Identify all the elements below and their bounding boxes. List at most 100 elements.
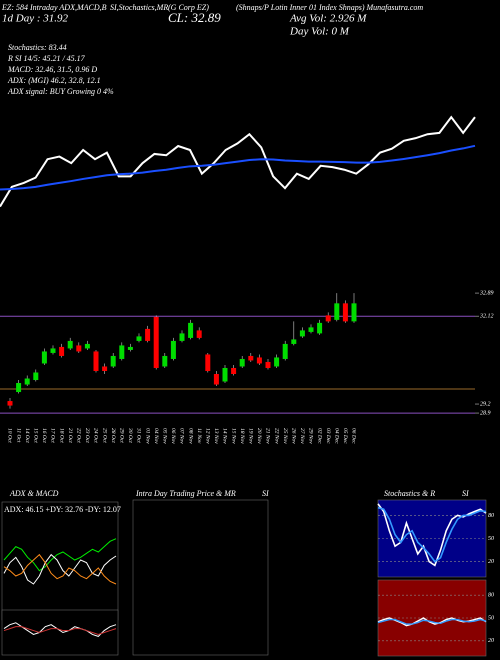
panel-title: SI xyxy=(262,489,269,498)
candle-body xyxy=(222,367,228,382)
candle-body xyxy=(50,348,56,353)
panel-label: ADX: 46.15 +DY: 32.76 -DY: 12.07 xyxy=(4,505,121,514)
candle-body xyxy=(179,333,185,341)
x-tick-label: 22 Nov xyxy=(273,428,279,444)
series-line xyxy=(3,553,117,585)
x-tick-label: 14 Oct xyxy=(24,428,31,443)
candle-body xyxy=(67,340,73,349)
y-tick-label: 80 xyxy=(488,513,494,519)
candle-body xyxy=(248,355,254,361)
y-tick-label: 32.89 xyxy=(479,290,494,296)
candle-body xyxy=(153,316,159,368)
header-text: SI,Stochastics,MR xyxy=(110,3,168,12)
x-tick-label: 25 Oct xyxy=(101,428,107,443)
x-tick-label: 27 Nov xyxy=(299,428,305,444)
x-tick-label: 23 Oct xyxy=(84,428,90,443)
x-tick-label: 10 Oct xyxy=(7,428,13,443)
x-tick-label: 25 Nov xyxy=(282,428,288,444)
panel-title: Stochastics & R xyxy=(384,489,435,498)
stat: ADX signal: BUY Growing 0 4% xyxy=(7,87,114,96)
x-tick-label: 26 Nov xyxy=(291,428,297,444)
series-line xyxy=(377,503,487,567)
x-tick-label: 06 Nov xyxy=(170,428,176,444)
candle-body xyxy=(325,315,331,322)
series-line xyxy=(0,115,476,208)
candle-body xyxy=(231,367,237,374)
x-tick-label: 28 Oct xyxy=(110,428,116,443)
x-tick-label: 08 Nov xyxy=(187,428,193,444)
candle-body xyxy=(256,357,262,364)
candle-body xyxy=(188,322,194,338)
series-line xyxy=(3,553,117,585)
x-tick-label: 24 Oct xyxy=(93,428,100,443)
candle-body xyxy=(317,322,323,334)
x-tick-label: 16 Oct xyxy=(41,428,47,443)
candle-body xyxy=(110,355,116,367)
series-line xyxy=(377,506,487,563)
header-text: (Shnaps/P Lotin Inner 01 Index Shnaps) M… xyxy=(236,3,423,12)
candle-body xyxy=(145,328,151,341)
x-tick-label: 02 Dec xyxy=(316,428,322,444)
x-tick-label: 05 Nov xyxy=(162,428,168,444)
candle-body xyxy=(170,340,176,359)
y-tick-label: 28.9 xyxy=(480,410,491,416)
candle-body xyxy=(282,343,288,359)
x-tick-label: 01 Nov xyxy=(144,428,150,444)
candle-body xyxy=(265,361,271,368)
x-tick-label: 14 Nov xyxy=(222,428,229,444)
y-tick-label: 29.2 xyxy=(480,401,491,407)
y-tick-label: 50 xyxy=(488,615,494,621)
y-tick-label: 20 xyxy=(488,559,494,565)
x-tick-label: 04 Dec xyxy=(334,428,341,444)
x-tick-label: 21 Oct xyxy=(67,428,73,443)
y-tick-label: 20 xyxy=(488,638,494,644)
candle-body xyxy=(24,378,30,385)
x-tick-label: 11 Nov xyxy=(196,428,202,444)
x-tick-label: 18 Nov xyxy=(239,428,245,444)
series-line xyxy=(3,626,117,635)
candle-body xyxy=(41,351,47,364)
candle-body xyxy=(7,401,13,406)
candle-body xyxy=(162,355,168,367)
x-tick-label: 12 Nov xyxy=(205,428,211,444)
x-tick-label: 07 Nov xyxy=(179,428,185,444)
candle-body xyxy=(102,366,108,371)
candle-body xyxy=(274,357,280,367)
candle-body xyxy=(76,345,82,352)
x-tick-label: 20 Nov xyxy=(256,428,262,444)
x-tick-label: 29 Nov xyxy=(308,428,314,444)
candle-body xyxy=(342,303,348,322)
x-tick-label: 15 Oct xyxy=(33,428,39,443)
y-tick-label: 80 xyxy=(488,593,494,599)
x-tick-label: 03 Dec xyxy=(325,428,331,444)
candle-body xyxy=(127,346,133,350)
candle-body xyxy=(33,372,39,381)
y-tick-label: 50 xyxy=(488,536,494,542)
candle-body xyxy=(84,343,90,349)
x-tick-label: 05 Dec xyxy=(342,428,348,444)
x-tick-label: 15 Nov xyxy=(230,428,236,444)
panel-title: SI xyxy=(462,489,469,498)
x-tick-label: 04 Nov xyxy=(153,428,160,444)
x-tick-label: 17 Oct xyxy=(50,428,56,443)
x-tick-label: 18 Oct xyxy=(58,428,64,443)
close-label: CL: 32.89 xyxy=(168,10,221,25)
x-tick-label: 29 Oct xyxy=(119,428,125,443)
x-tick-label: 11 Oct xyxy=(15,428,21,443)
x-tick-label: 19 Nov xyxy=(248,428,254,444)
candle-body xyxy=(59,346,65,356)
candle-body xyxy=(93,351,99,371)
stat: R SI 14/5: 45.21 / 45.17 xyxy=(7,54,86,63)
candle-body xyxy=(299,330,305,337)
candle-body xyxy=(16,383,22,393)
x-tick-label: 31 Oct xyxy=(136,427,142,443)
candle-body xyxy=(334,303,340,320)
candle-body xyxy=(205,354,211,371)
x-tick-label: 22 Oct xyxy=(76,428,82,443)
y-tick-label: 32.12 xyxy=(479,314,494,320)
candle-body xyxy=(213,373,219,385)
day-vol: Day Vol: 0 M xyxy=(289,26,350,38)
x-tick-label: 30 Oct xyxy=(127,427,133,443)
panel-title: Intra Day Trading Price & MR xyxy=(135,489,236,498)
